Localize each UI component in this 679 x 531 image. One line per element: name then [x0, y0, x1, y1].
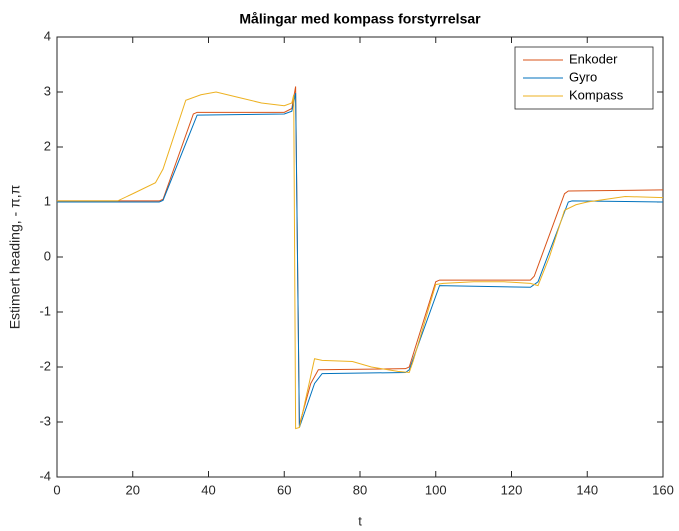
y-axis-label: Estimert heading, - π,π [7, 184, 23, 329]
plot-area [56, 36, 664, 478]
x-tick-label: 160 [652, 482, 674, 497]
y-tick-label: -2 [39, 358, 51, 373]
x-axis-label: t [358, 513, 362, 528]
y-tick-label: -3 [39, 413, 51, 428]
series-line [57, 86, 664, 425]
x-tick-label: 40 [201, 482, 215, 497]
series-line [57, 92, 664, 428]
x-tick-label: 80 [353, 482, 367, 497]
series-line [57, 91, 664, 430]
x-tick-label: 120 [501, 482, 523, 497]
legend-label: Enkoder [569, 51, 618, 66]
y-tick-label: 3 [44, 83, 51, 98]
y-tick-label: 4 [44, 28, 51, 43]
y-tick-label: -1 [39, 303, 51, 318]
y-tick-label: 0 [44, 248, 51, 263]
y-tick-label: 1 [44, 193, 51, 208]
x-tick-label: 140 [576, 482, 598, 497]
y-tick-label: 2 [44, 138, 51, 153]
y-tick-label: -4 [39, 468, 51, 483]
x-tick-label: 60 [277, 482, 291, 497]
chart-title: Målingar med kompass forstyrrelsar [239, 11, 481, 27]
legend-label: Gyro [569, 69, 597, 84]
x-tick-label: 0 [53, 482, 60, 497]
legend-label: Kompass [569, 87, 624, 102]
x-tick-label: 20 [126, 482, 140, 497]
x-tick-label: 100 [425, 482, 447, 497]
